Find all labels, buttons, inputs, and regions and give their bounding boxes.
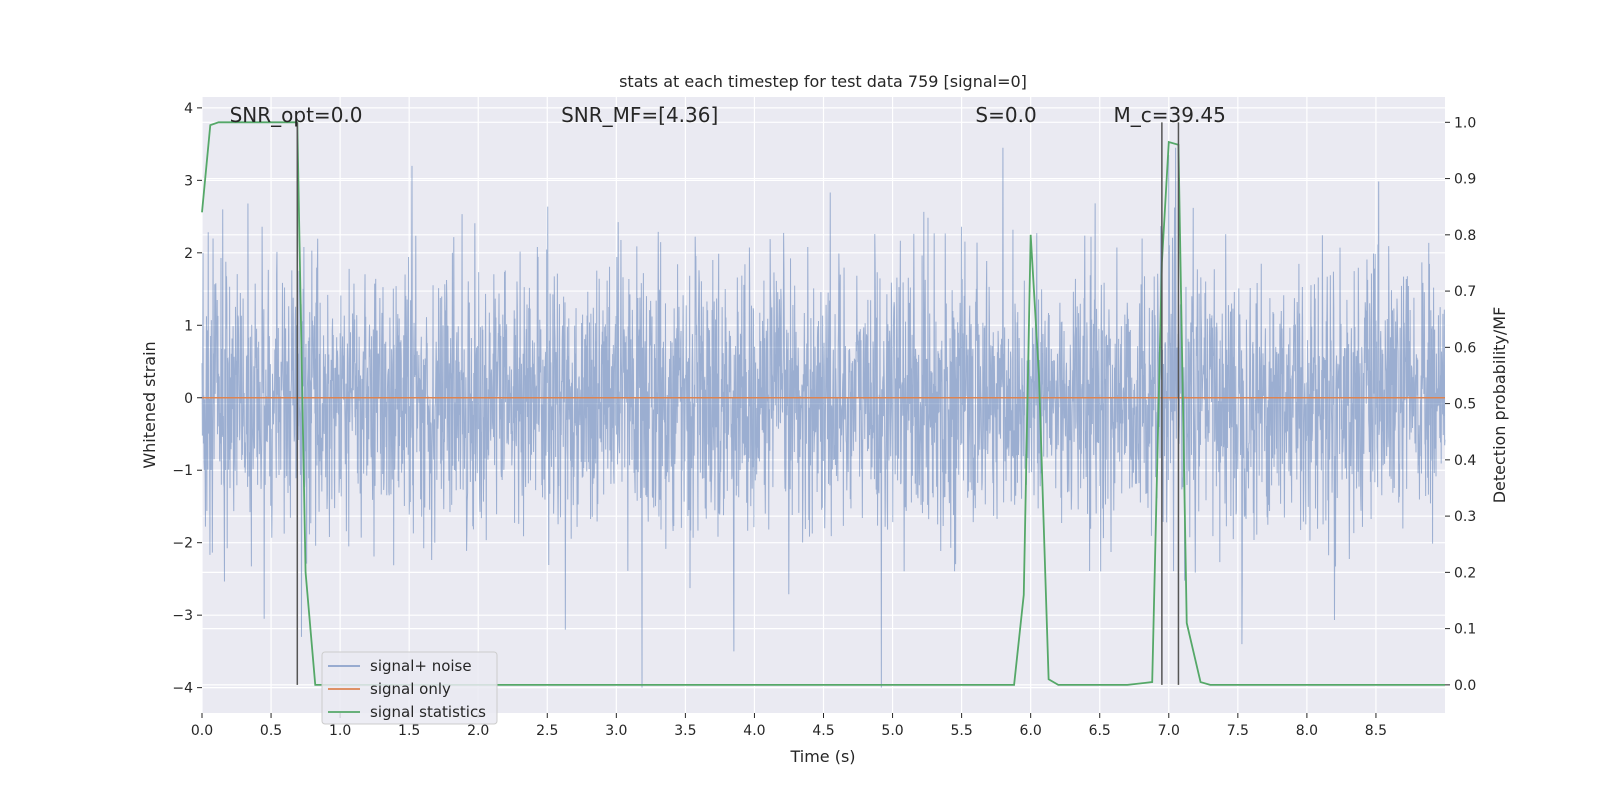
x-tick-label: 4.5 xyxy=(812,723,834,739)
chart-title: stats at each timestep for test data 759… xyxy=(619,72,1027,91)
x-tick-label: 0.0 xyxy=(191,723,213,739)
x-tick-label: 8.5 xyxy=(1365,723,1387,739)
x-tick-label: 3.5 xyxy=(674,723,696,739)
x-tick-label: 7.5 xyxy=(1227,723,1249,739)
y-right-tick-label: 1.0 xyxy=(1454,115,1476,131)
y-right-tick-label: 0.4 xyxy=(1454,453,1476,469)
y-right-tick-label: 0.0 xyxy=(1454,678,1476,694)
legend-label: signal only xyxy=(370,680,451,698)
x-tick-label: 2.0 xyxy=(467,723,489,739)
x-axis-label: Time (s) xyxy=(789,747,855,766)
y-right-tick-label: 0.5 xyxy=(1454,397,1476,413)
x-tick-label: 2.5 xyxy=(536,723,558,739)
y-left-tick-label: 0 xyxy=(184,391,193,407)
annotations: SNR_opt=0.0 SNR_MF=[4.36] S=0.0 M_c=39.45 xyxy=(230,103,1226,127)
annotation-label: S=0.0 xyxy=(975,103,1036,127)
y-right-tick-label: 0.6 xyxy=(1454,340,1476,356)
signal-noise-series xyxy=(201,147,1446,688)
y-right-tick-label: 0.9 xyxy=(1454,172,1476,188)
y-right-tick-label: 0.1 xyxy=(1454,622,1476,638)
annotation-label: SNR_MF=[4.36] xyxy=(561,103,718,127)
y-left-tick-label: −4 xyxy=(172,681,193,697)
x-tick-label: 4.0 xyxy=(743,723,765,739)
y-left-tick-label: 1 xyxy=(184,318,193,334)
x-tick-label: 6.0 xyxy=(1020,723,1042,739)
y-axis-left-label: Whitened strain xyxy=(140,341,159,468)
legend-label: signal+ noise xyxy=(370,657,472,675)
y-left-tick-label: 4 xyxy=(184,101,193,117)
y-left-tick-label: −3 xyxy=(172,608,193,624)
legend: signal+ noise signal only signal statistic… xyxy=(321,651,498,725)
y-left-tick-label: −1 xyxy=(172,463,193,479)
x-tick-label: 1.0 xyxy=(329,723,351,739)
y-axis-left-ticks: −4 −3 −2 −1 0 1 2 3 4 xyxy=(172,101,202,697)
x-tick-label: 5.5 xyxy=(950,723,972,739)
legend-label: signal statistics xyxy=(370,703,486,721)
y-right-tick-label: 0.8 xyxy=(1454,228,1476,244)
annotation-label: SNR_opt=0.0 xyxy=(230,103,363,127)
x-tick-label: 5.0 xyxy=(881,723,903,739)
series-line-signal-noise xyxy=(201,147,1446,688)
annotation-label: M_c=39.45 xyxy=(1114,103,1226,127)
y-left-tick-label: −2 xyxy=(172,536,193,552)
x-tick-label: 1.5 xyxy=(398,723,420,739)
vertical-markers xyxy=(296,122,1180,685)
y-axis-right-ticks: 0.0 0.1 0.2 0.3 0.4 0.5 0.6 0.7 0.8 0.9 1.0 xyxy=(1445,115,1476,694)
y-right-tick-label: 0.3 xyxy=(1454,509,1476,525)
x-tick-label: 8.0 xyxy=(1296,723,1318,739)
y-left-tick-label: 3 xyxy=(184,173,193,189)
y-left-tick-label: 2 xyxy=(184,246,193,262)
x-axis-ticks: 0.0 0.5 1.0 1.5 2.0 2.5 3.0 3.5 4.0 4.5 5.0 5.5 6.0 6… xyxy=(191,713,1387,739)
y-right-tick-label: 0.2 xyxy=(1454,565,1476,581)
x-tick-label: 3.0 xyxy=(605,723,627,739)
x-tick-label: 7.0 xyxy=(1158,723,1180,739)
legend-box xyxy=(321,651,498,725)
x-tick-label: 6.5 xyxy=(1089,723,1111,739)
y-axis-right-label: Detection probability/MF xyxy=(1490,307,1509,504)
y-right-tick-label: 0.7 xyxy=(1454,284,1476,300)
x-tick-label: 0.5 xyxy=(260,723,282,739)
